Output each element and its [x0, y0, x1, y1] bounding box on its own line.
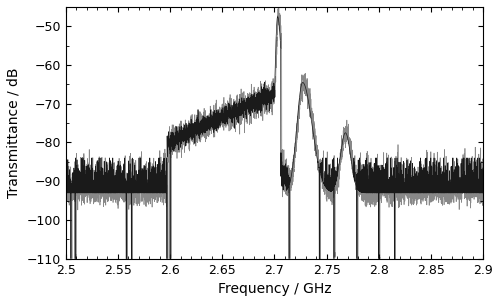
Y-axis label: Transmittance / dB: Transmittance / dB — [7, 68, 21, 198]
X-axis label: Frequency / GHz: Frequency / GHz — [218, 282, 332, 296]
